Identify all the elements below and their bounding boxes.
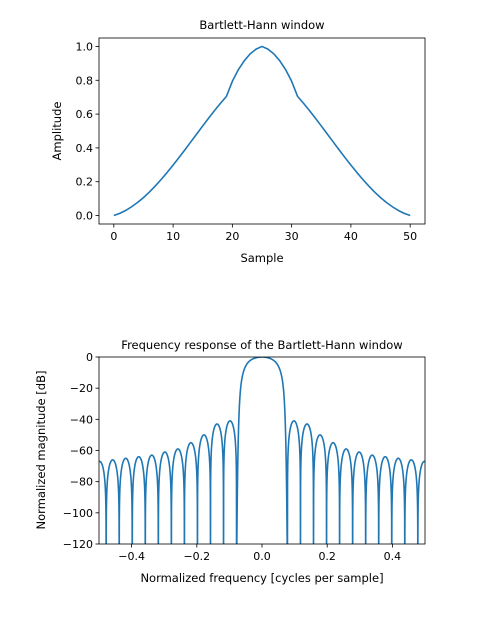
window-chart-title: Bartlett-Hann window <box>199 18 324 32</box>
window-chart-ytick-label: 1.0 <box>76 40 94 53</box>
frequency-chart-ytick-label: −120 <box>63 538 93 551</box>
window-chart-ylabel: Amplitude <box>50 102 64 161</box>
window-chart-ytick-label: 0.4 <box>76 142 94 155</box>
window-curve <box>113 45 411 217</box>
window-chart-xtick-label: 20 <box>225 230 239 243</box>
frequency-chart-ytick-label: −20 <box>70 382 93 395</box>
frequency-chart-axes: −0.4 −0.2 0.0 0.2 0.4 −120 −100 −80 −60 −40 −20 0 <box>63 351 401 563</box>
frequency-chart-ytick-label: −60 <box>70 445 93 458</box>
frequency-chart-ylabel: Normalized magnitude [dB] <box>34 371 48 530</box>
frequency-response-curve <box>99 357 425 544</box>
frequency-chart-xtick-label: 0.2 <box>318 550 336 563</box>
frequency-response-chart: Frequency response of the Bartlett-Hann … <box>34 338 426 585</box>
frequency-chart-xtick-label: −0.4 <box>118 550 145 563</box>
frequency-chart-ytick-label: −40 <box>70 413 93 426</box>
frequency-chart-frame <box>98 356 426 545</box>
window-chart-xtick-label: 10 <box>166 230 180 243</box>
window-chart-ytick-label: 0.0 <box>76 210 94 223</box>
frequency-chart-ytick-label: 0 <box>86 351 93 364</box>
frequency-chart-xtick-label: −0.2 <box>183 550 210 563</box>
frequency-chart-title: Frequency response of the Bartlett-Hann … <box>121 338 402 352</box>
frequency-chart-xtick-label: 0.0 <box>253 550 271 563</box>
frequency-chart-ytick-label: −100 <box>63 507 93 520</box>
window-chart-xtick-label: 50 <box>403 230 417 243</box>
frequency-chart-xlabel: Normalized frequency [cycles per sample] <box>140 571 383 585</box>
window-chart-xtick-label: 40 <box>344 230 358 243</box>
window-chart-ytick-label: 0.8 <box>76 74 94 87</box>
window-chart-xtick-label: 0 <box>110 230 117 243</box>
window-chart-xlabel: Sample <box>240 251 283 265</box>
frequency-chart-xtick-label: 0.4 <box>384 550 402 563</box>
window-chart-axes: 0 10 20 30 40 50 0.0 0.2 0.4 0.6 0.8 1.0 <box>76 40 418 243</box>
window-chart: Bartlett-Hann window 0 10 20 30 40 50 0.0 0.2 0.… <box>50 18 426 265</box>
window-chart-ytick-label: 0.2 <box>76 176 94 189</box>
window-chart-xtick-label: 30 <box>285 230 299 243</box>
window-chart-frame <box>98 37 426 225</box>
frequency-chart-ytick-label: −80 <box>70 476 93 489</box>
window-chart-ytick-label: 0.6 <box>76 108 94 121</box>
